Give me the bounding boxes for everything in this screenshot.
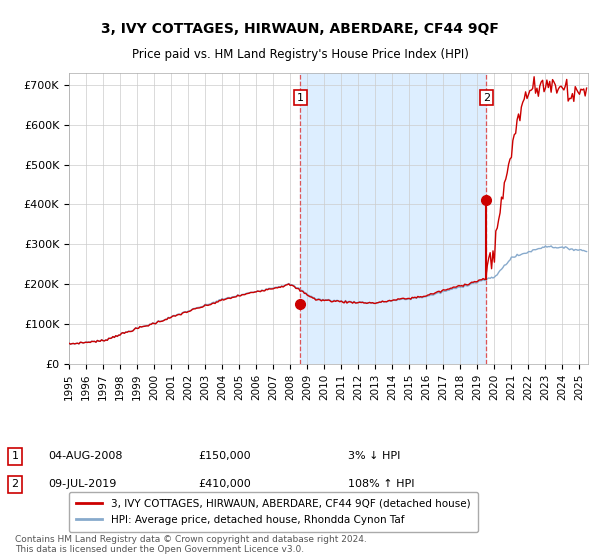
Text: 108% ↑ HPI: 108% ↑ HPI bbox=[348, 479, 415, 489]
Text: 04-AUG-2008: 04-AUG-2008 bbox=[48, 451, 122, 461]
Text: 09-JUL-2019: 09-JUL-2019 bbox=[48, 479, 116, 489]
Text: 3, IVY COTTAGES, HIRWAUN, ABERDARE, CF44 9QF: 3, IVY COTTAGES, HIRWAUN, ABERDARE, CF44… bbox=[101, 22, 499, 36]
Text: 2: 2 bbox=[482, 92, 490, 102]
Text: £150,000: £150,000 bbox=[198, 451, 251, 461]
Text: Price paid vs. HM Land Registry's House Price Index (HPI): Price paid vs. HM Land Registry's House … bbox=[131, 48, 469, 60]
Text: 2: 2 bbox=[11, 479, 19, 489]
Text: £410,000: £410,000 bbox=[198, 479, 251, 489]
Text: 1: 1 bbox=[11, 451, 19, 461]
Text: Contains HM Land Registry data © Crown copyright and database right 2024.
This d: Contains HM Land Registry data © Crown c… bbox=[15, 535, 367, 554]
Legend: 3, IVY COTTAGES, HIRWAUN, ABERDARE, CF44 9QF (detached house), HPI: Average pric: 3, IVY COTTAGES, HIRWAUN, ABERDARE, CF44… bbox=[69, 492, 478, 533]
Text: 1: 1 bbox=[297, 92, 304, 102]
Text: 3% ↓ HPI: 3% ↓ HPI bbox=[348, 451, 400, 461]
Bar bbox=[300, 73, 486, 364]
